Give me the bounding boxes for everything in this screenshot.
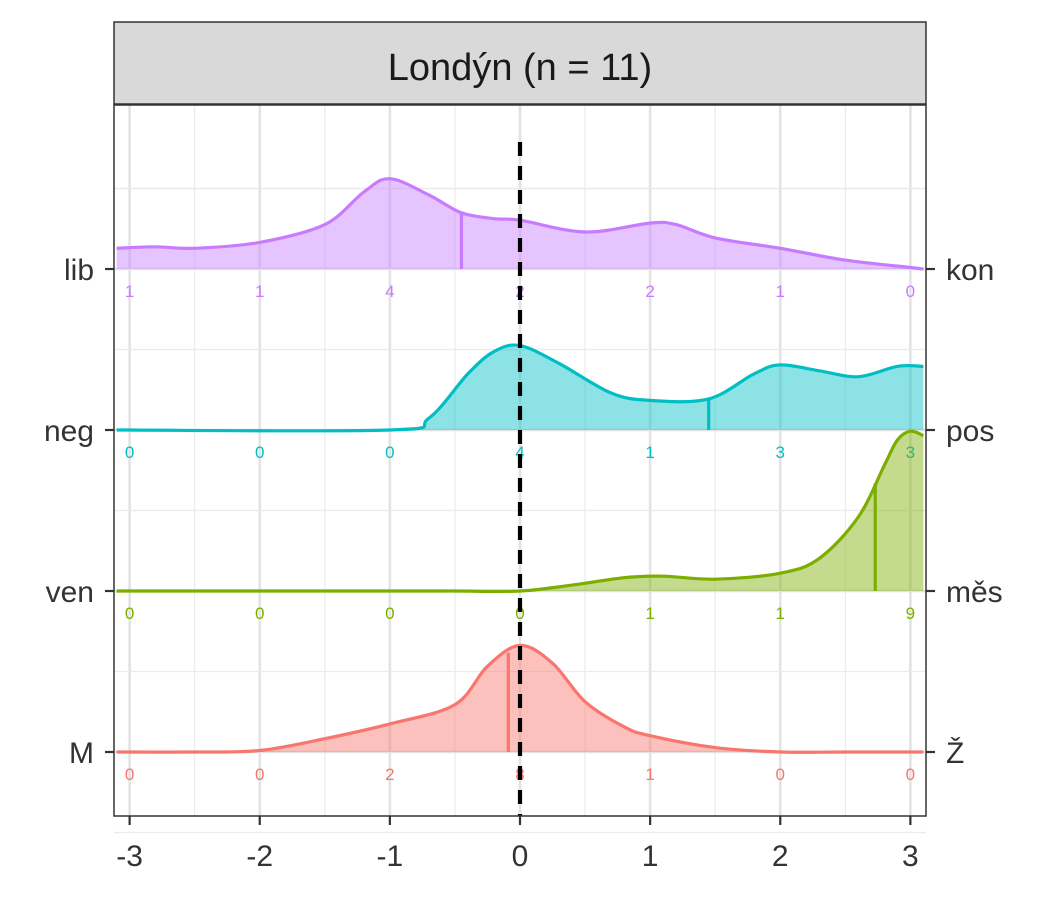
density-curve [116, 343, 924, 433]
count-label: 2 [645, 282, 654, 301]
x-tick-label: 1 [642, 840, 659, 873]
count-label: 3 [906, 443, 915, 462]
x-tick-label: 3 [902, 840, 919, 873]
density-curve [116, 429, 925, 594]
count-label: 0 [515, 604, 524, 623]
count-label: 1 [776, 604, 785, 623]
x-tick-label: 2 [772, 840, 789, 873]
y-tick-label-left: M [69, 737, 94, 770]
count-label: 4 [385, 282, 394, 301]
y-tick-label-left: ven [46, 576, 94, 609]
count-label: 1 [645, 604, 654, 623]
y-tick-label-right: kon [946, 254, 994, 287]
count-label: 1 [776, 282, 785, 301]
count-label: 1 [645, 765, 654, 784]
count-label: 0 [385, 604, 394, 623]
y-tick-label-left: lib [64, 254, 94, 287]
x-tick-label: -3 [116, 840, 143, 873]
count-label: 3 [776, 443, 785, 462]
density-curve [116, 643, 924, 754]
count-label: 9 [906, 604, 915, 623]
y-tick-label-left: neg [44, 415, 94, 448]
y-tick-label-right: pos [946, 415, 994, 448]
count-label: 0 [255, 443, 264, 462]
count-label: 0 [255, 765, 264, 784]
count-label: 0 [125, 765, 134, 784]
count-label: 0 [906, 765, 915, 784]
x-tick-label: -1 [377, 840, 404, 873]
count-label: 0 [776, 765, 785, 784]
count-label: 0 [125, 604, 134, 623]
count-label: 1 [255, 282, 264, 301]
density-area [116, 431, 924, 592]
x-tick-label: -2 [246, 840, 273, 873]
grid-layer [114, 105, 926, 834]
count-label: 0 [906, 282, 915, 301]
count-label: 1 [125, 282, 134, 301]
count-label: 1 [645, 443, 654, 462]
density-curve [116, 177, 924, 271]
count-label: 4 [515, 443, 524, 462]
y-tick-label-right: Ž [946, 737, 964, 770]
count-label: 0 [385, 443, 394, 462]
count-label: 0 [125, 443, 134, 462]
count-label: 0 [255, 604, 264, 623]
count-label: 2 [385, 765, 394, 784]
y-tick-label-right: měs [946, 576, 1003, 609]
x-tick-label: 0 [512, 840, 529, 873]
panel-strip [113, 21, 927, 105]
panel-title: Londýn (n = 11) [388, 47, 652, 89]
